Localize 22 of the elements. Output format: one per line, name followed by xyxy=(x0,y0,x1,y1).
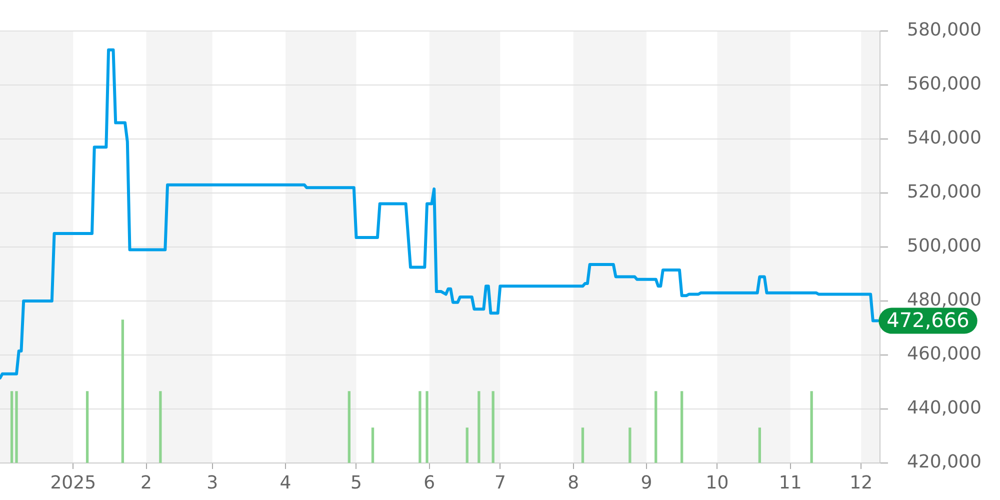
y-tick-label: 420,000 xyxy=(907,452,982,473)
x-tick-label: 2025 xyxy=(50,472,96,494)
x-tick-label: 3 xyxy=(206,472,218,494)
y-tick-label: 520,000 xyxy=(907,182,982,203)
x-tick-label: 12 xyxy=(850,472,873,494)
x-tick-label: 6 xyxy=(424,472,436,494)
y-tick-label: 480,000 xyxy=(907,290,982,311)
y-tick-label: 440,000 xyxy=(907,398,982,419)
x-tick-label: 7 xyxy=(494,472,506,494)
y-tick-label: 460,000 xyxy=(907,344,982,365)
x-tick-label: 2 xyxy=(140,472,152,494)
x-tick-label: 9 xyxy=(640,472,652,494)
x-tick-label: 11 xyxy=(778,472,802,494)
y-tick-label: 580,000 xyxy=(907,20,982,41)
x-tick-label: 5 xyxy=(350,472,362,494)
data-label: 472,666 xyxy=(886,308,970,332)
x-tick-label: 10 xyxy=(706,472,729,494)
x-tick-label: 8 xyxy=(568,472,580,494)
y-tick-label: 540,000 xyxy=(907,128,982,149)
y-tick-label: 560,000 xyxy=(907,74,982,95)
x-tick-label: 4 xyxy=(280,472,292,494)
y-tick-label: 500,000 xyxy=(907,236,982,257)
